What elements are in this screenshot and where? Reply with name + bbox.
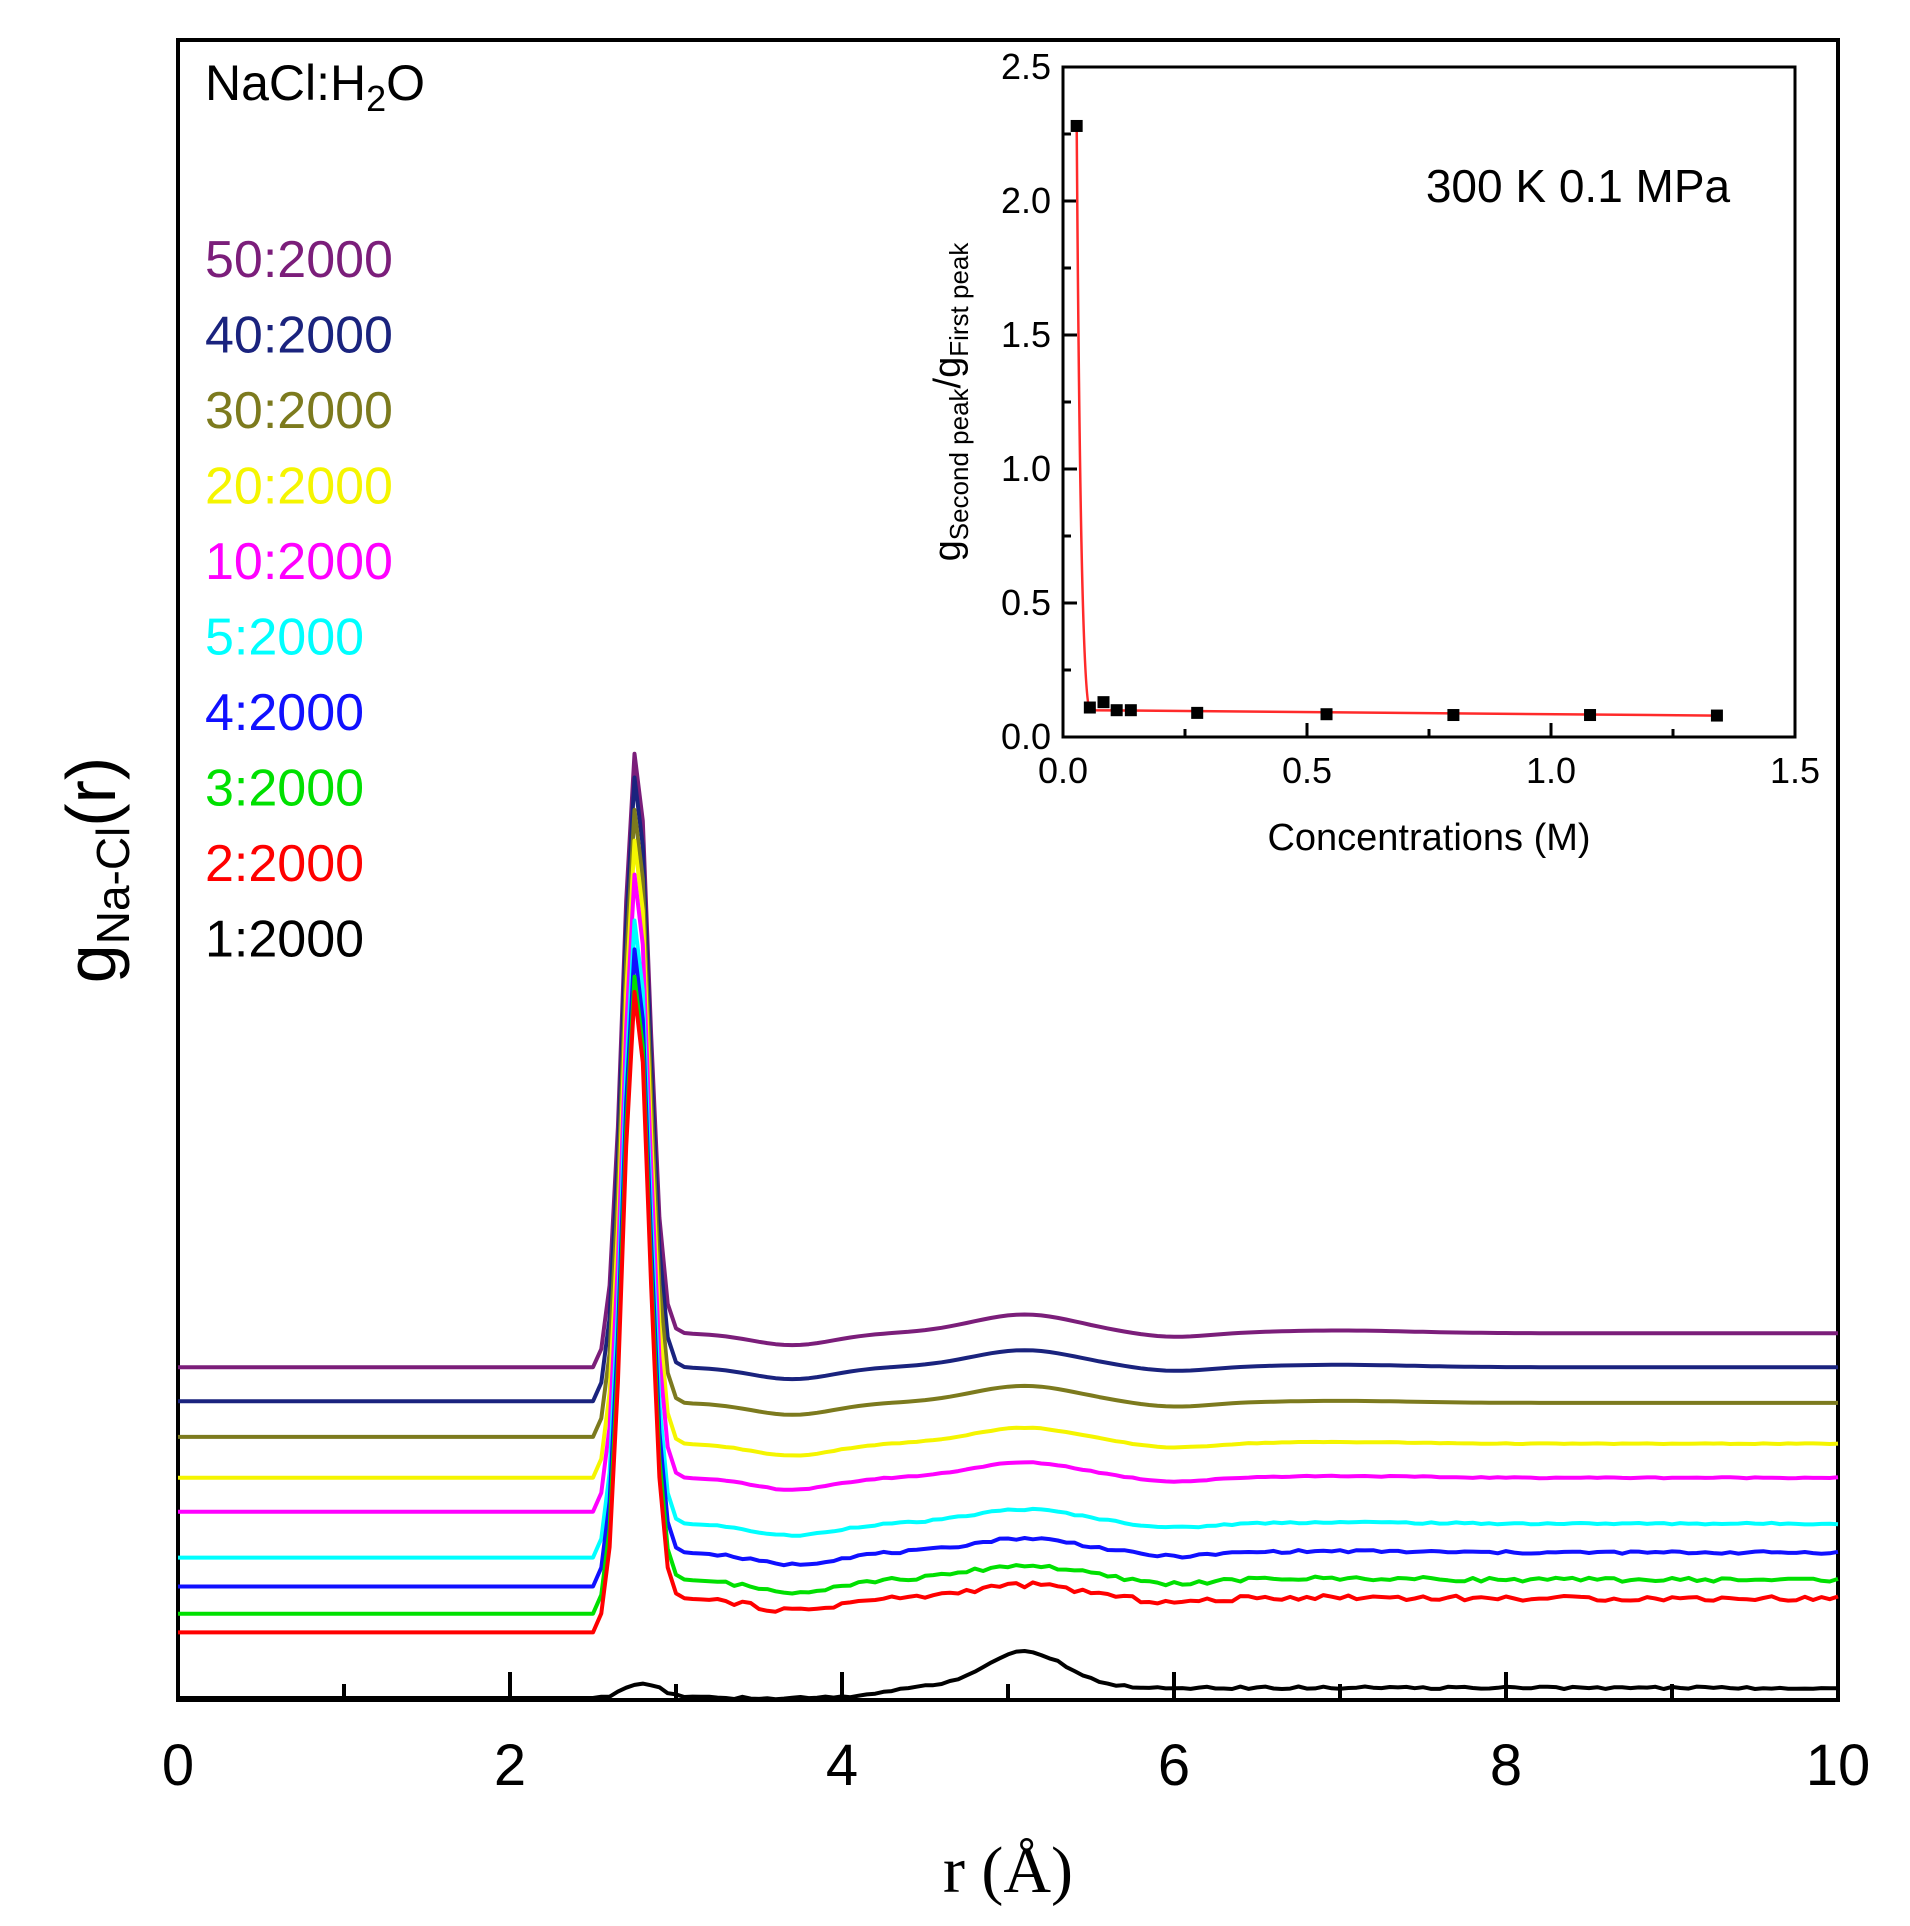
legend-entry: 3:2000	[205, 760, 364, 818]
legend: NaCl:H2O 50:2000 40:2000 30:2000 20:2000 10:…	[205, 55, 425, 969]
legend-entry: 30:2000	[205, 382, 393, 440]
main-x-tick-label: 10	[1806, 1733, 1871, 1798]
inset-marks	[1070, 119, 1723, 722]
inset-x-tick-label: 0.0	[1038, 750, 1088, 791]
inset-data-point	[1110, 704, 1123, 717]
series-line-20-2000	[178, 838, 1839, 1480]
inset-y-tick-label: 2.5	[1001, 46, 1051, 87]
inset-plot-frame	[1061, 65, 1797, 739]
legend-entry: 10:2000	[205, 533, 393, 591]
series-line-1-2000	[178, 1649, 1839, 1702]
series-line-30-2000	[178, 807, 1838, 1439]
inset-data-point	[1097, 696, 1110, 709]
legend-title: NaCl:H2O	[205, 55, 425, 119]
main-x-ticks: 0 2 4 6 8 10	[162, 1672, 1870, 1798]
inset-x-tick-label: 0.5	[1282, 750, 1332, 791]
legend-entry: 2:2000	[205, 835, 364, 893]
inset-fit-line	[1075, 125, 1717, 717]
main-x-tick-label: 0	[162, 1733, 194, 1798]
inset-axes: 0.0 0.5 1.0 1.5 0.0 0.5 1.0 1.5 2.0 2.5	[1001, 46, 1820, 791]
inset-data-point	[1083, 701, 1096, 714]
series-line-50-2000	[178, 751, 1838, 1370]
series-line-2-2000	[178, 989, 1839, 1635]
series-line-10-2000	[178, 872, 1839, 1514]
main-plot: 0 2 4 6 8 10 r (Å) gNa-Cl(r) NaCl:H2O 50:2000…	[52, 38, 1870, 1907]
legend-entry: 4:2000	[205, 684, 364, 742]
inset-data-point	[1320, 708, 1333, 721]
legend-entry: 5:2000	[205, 609, 364, 667]
inset-data-point	[1191, 706, 1204, 719]
main-x-tick-label: 2	[494, 1733, 526, 1798]
inset-data-point	[1710, 709, 1723, 722]
inset-data-point	[1070, 119, 1083, 132]
inset-x-tick-label: 1.5	[1770, 750, 1820, 791]
series-line-40-2000	[178, 775, 1838, 1404]
inset-y-tick-label: 1.0	[1001, 448, 1051, 489]
inset-y-tick-label: 0.5	[1001, 582, 1051, 623]
inset-y-axis-title: gSecond peak/gFirst peak	[927, 242, 974, 562]
main-x-axis-title: r (Å)	[943, 1834, 1073, 1907]
main-y-axis-title: gNa-Cl(r)	[52, 757, 139, 983]
series-line-5-2000	[178, 918, 1839, 1560]
inset-data-point	[1447, 709, 1460, 722]
legend-entries: 50:2000 40:2000 30:2000 20:2000 10:2000 5:200…	[205, 231, 393, 969]
legend-entry: 20:2000	[205, 458, 393, 516]
inset-data-point	[1124, 704, 1137, 717]
main-curves	[178, 751, 1839, 1702]
inset-x-tick-label: 1.0	[1526, 750, 1576, 791]
main-x-tick-label: 6	[1158, 1733, 1190, 1798]
inset-y-tick-label: 0.0	[1001, 716, 1051, 757]
inset-x-axis-title: Concentrations (M)	[1267, 817, 1590, 859]
series-line-3-2000	[178, 974, 1839, 1616]
series-line-4-2000	[178, 947, 1839, 1589]
main-x-tick-label: 8	[1490, 1733, 1522, 1798]
inset-plot: 0.0 0.5 1.0 1.5 0.0 0.5 1.0 1.5 2.0 2.5 300 K 0.1…	[927, 46, 1820, 859]
inset-y-tick-label: 2.0	[1001, 180, 1051, 221]
inset-y-tick-label: 1.5	[1001, 314, 1051, 355]
inset-data-point	[1584, 709, 1597, 722]
legend-entry: 1:2000	[205, 911, 364, 969]
legend-entry: 40:2000	[205, 307, 393, 365]
main-x-tick-label: 4	[826, 1733, 858, 1798]
inset-annotation: 300 K 0.1 MPa	[1426, 160, 1731, 212]
legend-entry: 50:2000	[205, 231, 393, 289]
